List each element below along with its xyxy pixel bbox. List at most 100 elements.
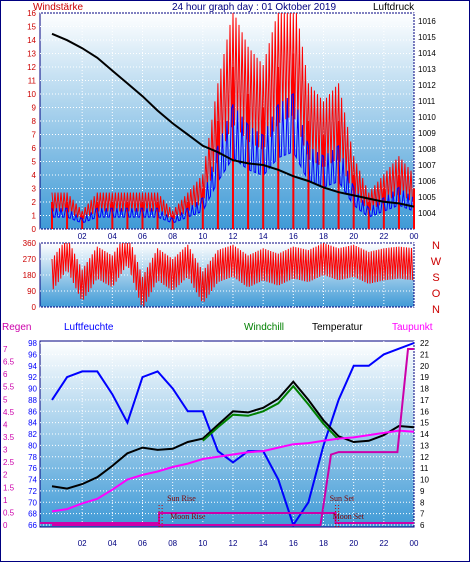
x-tick-label: 12 <box>229 539 238 548</box>
x-tick-label: 06 <box>138 539 147 548</box>
left-tick-label: 10 <box>27 90 36 99</box>
x-tick-label: 00 <box>410 539 419 548</box>
regen-tick-label: 3.5 <box>3 433 15 442</box>
humidity-tick-label: 70 <box>28 498 37 507</box>
regen-tick-label: 2 <box>3 471 8 480</box>
x-tick-label: 20 <box>349 539 358 548</box>
humidity-tick-label: 96 <box>28 350 37 359</box>
humidity-tick-label: 72 <box>28 487 37 496</box>
x-tick-label: 16 <box>289 232 298 241</box>
x-tick-label: 04 <box>108 232 117 241</box>
left-tick-label: 1 <box>32 212 37 221</box>
series-regen <box>52 348 414 526</box>
windchill-label: Windchill <box>244 322 284 333</box>
temp-tick-label: 17 <box>420 396 429 405</box>
humidity-tick-label: 88 <box>28 396 37 405</box>
x-tick-label: 14 <box>259 232 268 241</box>
wind-direction-line <box>51 242 414 307</box>
x-tick-label: 18 <box>319 232 328 241</box>
right-tick-label: 1012 <box>418 81 436 90</box>
regen-tick-label: 6 <box>3 370 8 379</box>
left-tick-label: 6 <box>32 144 37 153</box>
humidity-tick-label: 84 <box>28 419 37 428</box>
panel1-series <box>51 12 415 229</box>
x-tick-label: 02 <box>78 539 87 548</box>
x-tick-label: 02 <box>78 232 87 241</box>
left-tick-label: 12 <box>27 63 36 72</box>
regen-tick-label: 5.5 <box>3 383 15 392</box>
temp-tick-label: 7 <box>420 510 425 519</box>
temp-tick-label: 6 <box>420 521 425 530</box>
x-tick-label: 06 <box>138 232 147 241</box>
left-tick-label: 9 <box>32 104 37 113</box>
series-temperatur <box>51 380 415 490</box>
event-label: Sun Rise <box>167 494 196 503</box>
regen-tick-label: 3 <box>3 446 8 455</box>
humidity-tick-label: 82 <box>28 430 37 439</box>
humidity-tick-label: 98 <box>28 339 37 348</box>
x-tick-label: 18 <box>319 539 328 548</box>
regen-label: Regen <box>2 322 31 333</box>
panel1-axes: 0123456789101112131415161004100510061007… <box>27 9 436 241</box>
sun-baseline <box>40 512 414 524</box>
x-tick-label: 10 <box>198 232 207 241</box>
temp-tick-label: 11 <box>420 464 429 473</box>
temp-tick-label: 21 <box>420 350 429 359</box>
temp-tick-label: 19 <box>420 373 429 382</box>
right-tick-label: 1005 <box>418 193 436 202</box>
series-luftfeuchte <box>51 342 415 528</box>
regen-tick-label: 4.5 <box>3 408 15 417</box>
top-left-label: Windstärke <box>33 2 83 13</box>
panel3-series <box>51 342 415 528</box>
x-tick-label: 04 <box>108 539 117 548</box>
taupunkt-label: Taupunkt <box>392 322 433 333</box>
panel3-grid <box>40 341 415 527</box>
left-tick-label: 7 <box>32 131 37 140</box>
left-tick-label: 4 <box>32 171 37 180</box>
temp-tick-label: 22 <box>420 339 429 348</box>
regen-tick-label: 1 <box>3 496 8 505</box>
regen-tick-label: 7 <box>3 345 8 354</box>
humidity-tick-label: 80 <box>28 441 37 450</box>
direction-label: S <box>432 272 439 284</box>
left-tick-label: 0 <box>32 225 37 234</box>
right-tick-label: 1007 <box>418 161 436 170</box>
x-tick-label: 10 <box>198 539 207 548</box>
wind-avg-line <box>51 92 413 224</box>
series-taupunkt <box>51 429 415 513</box>
regen-tick-label: 2.5 <box>3 458 15 467</box>
right-tick-label: 1011 <box>418 97 436 106</box>
humidity-tick-label: 92 <box>28 373 37 382</box>
regen-tick-label: 0 <box>3 521 8 530</box>
temp-tick-label: 15 <box>420 419 429 428</box>
panel2-series <box>51 242 414 307</box>
panel3-events: Sun Rise Moon Rise Sun Set Moon Set <box>40 494 414 527</box>
x-tick-label: 08 <box>168 539 177 548</box>
temp-tick-label: 20 <box>420 362 429 371</box>
luftfeuchte-label: Luftfeuchte <box>64 322 114 333</box>
x-tick-label: 22 <box>379 539 388 548</box>
left-tick-label: 14 <box>27 36 36 45</box>
event-label: Sun Set <box>330 494 355 503</box>
temp-tick-label: 18 <box>420 385 429 394</box>
temp-tick-label: 16 <box>420 407 429 416</box>
regen-tick-label: 0.5 <box>3 508 15 517</box>
x-tick-label: 16 <box>289 539 298 548</box>
x-tick-label: 12 <box>229 232 238 241</box>
right-tick-label: 1015 <box>418 33 436 42</box>
right-tick-label: 1014 <box>418 49 436 58</box>
left-tick-label: 11 <box>28 77 37 86</box>
humidity-tick-label: 76 <box>28 464 37 473</box>
humidity-tick-label: 68 <box>28 510 37 519</box>
page-title: 24 hour graph day : 01 Oktober 2019 <box>172 2 336 13</box>
temp-tick-label: 10 <box>420 476 429 485</box>
humidity-tick-label: 90 <box>28 385 37 394</box>
top-right-label: Luftdruck <box>373 2 415 13</box>
series-windchill <box>202 384 340 442</box>
left-tick-label: 5 <box>32 158 37 167</box>
left-tick-label: 8 <box>32 117 37 126</box>
temp-tick-label: 12 <box>420 453 429 462</box>
regen-tick-label: 6.5 <box>3 358 15 367</box>
